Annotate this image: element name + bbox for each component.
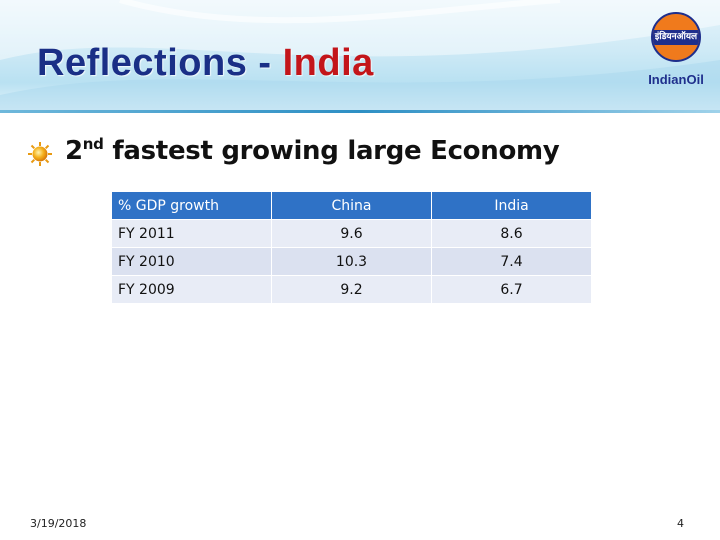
cell-china: 10.3 bbox=[271, 247, 432, 276]
bullet-text: 2nd fastest growing large Economy bbox=[65, 135, 560, 166]
bullet-body: fastest growing large Economy bbox=[103, 136, 560, 166]
row-label: FY 2010 bbox=[111, 247, 272, 276]
cell-china: 9.6 bbox=[271, 219, 432, 248]
row-label: FY 2011 bbox=[111, 219, 272, 248]
header-cell-india: India bbox=[431, 191, 592, 220]
sun-bullet-icon bbox=[28, 142, 52, 166]
slide-title-accent: India bbox=[282, 42, 374, 84]
header-cell-china: China bbox=[271, 191, 432, 220]
cell-india: 7.4 bbox=[431, 247, 592, 276]
table-row: FY 2010 10.3 7.4 bbox=[111, 247, 592, 276]
bullet-ordinal: 2 bbox=[65, 136, 83, 166]
logo-wordmark: IndianOil bbox=[648, 72, 704, 87]
table-row: FY 2011 9.6 8.6 bbox=[111, 219, 592, 248]
table-header-row: % GDP growth China India bbox=[111, 191, 592, 220]
cell-india: 6.7 bbox=[431, 275, 592, 304]
cell-china: 9.2 bbox=[271, 275, 432, 304]
table-row: FY 2009 9.2 6.7 bbox=[111, 275, 592, 304]
row-label: FY 2009 bbox=[111, 275, 272, 304]
footer-date: 3/19/2018 bbox=[30, 517, 87, 530]
cell-india: 8.6 bbox=[431, 219, 592, 248]
header-cell-metric: % GDP growth bbox=[111, 191, 272, 220]
slide-title: Reflections - India bbox=[37, 42, 374, 85]
header-divider bbox=[0, 110, 720, 113]
page-number: 4 bbox=[677, 517, 684, 530]
indianoil-logo: इंडियनऑयल IndianOil bbox=[640, 8, 712, 96]
logo-band-text: इंडियनऑयल bbox=[653, 30, 699, 45]
gdp-growth-table: % GDP growth China India FY 2011 9.6 8.6… bbox=[111, 191, 592, 304]
header-banner bbox=[0, 0, 720, 110]
slide-title-main: Reflections - bbox=[37, 42, 283, 84]
header-swoosh-graphic bbox=[0, 0, 720, 110]
bullet-ordinal-suffix: nd bbox=[82, 135, 104, 153]
logo-disc: इंडियनऑयल bbox=[651, 12, 701, 62]
